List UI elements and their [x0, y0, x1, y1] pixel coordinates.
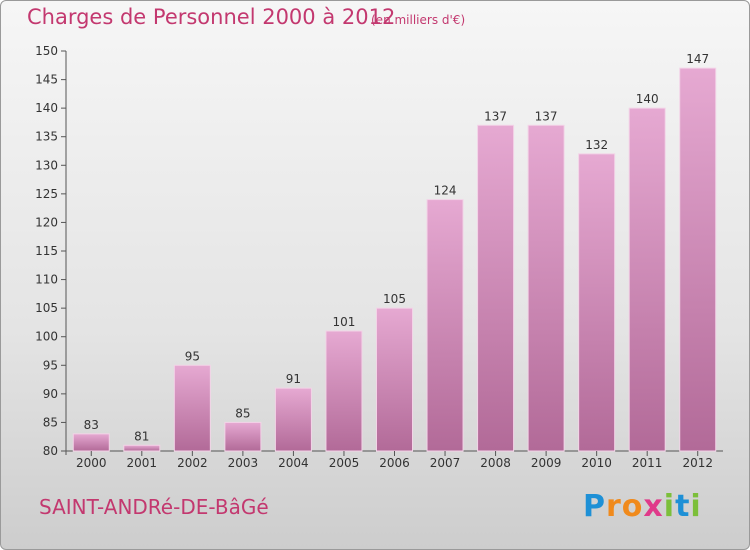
data-label: 132: [585, 138, 608, 152]
data-label: 147: [686, 52, 709, 66]
x-tick-label: 2001: [127, 456, 158, 470]
data-label: 85: [235, 406, 250, 420]
y-tick-label: 85: [43, 415, 58, 429]
commune-name: SAINT-ANDRé-DE-BâGé: [39, 495, 269, 519]
chart-title: Charges de Personnel 2000 à 2012: [27, 5, 396, 29]
data-label: 137: [535, 109, 558, 123]
bars: 83 81 95 85 91 101 105 124 137 137 132 140 147: [72, 52, 717, 452]
bar-2000: [72, 433, 110, 452]
bar-2008: [477, 124, 515, 452]
y-tick-label: 90: [43, 387, 58, 401]
y-tick-label: 145: [35, 73, 58, 87]
x-tick-label: 2009: [531, 456, 562, 470]
bar-2004: [274, 387, 312, 452]
y-tick-label: 130: [35, 158, 58, 172]
data-label: 83: [84, 418, 99, 432]
bar-2011: [628, 107, 666, 452]
y-axis: 80 85 90 95 100 105 110 115 120 125 130 135 140 145 15…: [35, 44, 723, 458]
x-tick-label: 2008: [480, 456, 511, 470]
bar-2006: [376, 307, 413, 452]
y-tick-label: 135: [35, 130, 58, 144]
x-axis: 2000 2001 2002 2003 2004 2005 2006 2007 2008 2009…: [76, 451, 713, 470]
bar-2001: [123, 444, 161, 452]
data-label: 101: [333, 315, 356, 329]
y-tick-label: 120: [35, 215, 58, 229]
logo-letter: i: [690, 489, 702, 524]
bar-2010: [578, 153, 616, 452]
bar-2002: [173, 364, 211, 452]
logo-letter: x: [643, 489, 664, 524]
x-tick-label: 2003: [228, 456, 259, 470]
y-tick-label: 80: [43, 444, 58, 458]
chart-subtitle: (en milliers d'€): [371, 13, 466, 27]
y-tick-label: 95: [43, 358, 58, 372]
data-label: 124: [434, 184, 457, 198]
y-tick-label: 105: [35, 301, 58, 315]
proxiti-logo[interactable]: Proxiti: [583, 489, 702, 524]
bar-2009: [527, 124, 565, 452]
logo-letter: o: [621, 489, 644, 524]
y-tick-label: 100: [35, 330, 58, 344]
x-tick-label: 2007: [430, 456, 461, 470]
bar-2005: [325, 330, 363, 452]
y-tick-label: 125: [35, 187, 58, 201]
x-tick-label: 2012: [682, 456, 713, 470]
data-label: 81: [134, 429, 149, 443]
x-tick-label: 2004: [278, 456, 309, 470]
bar-2012: [679, 67, 717, 452]
logo-letter: r: [606, 489, 622, 524]
y-tick-label: 115: [35, 244, 58, 258]
y-tick-label: 150: [35, 44, 58, 58]
x-tick-label: 2010: [581, 456, 612, 470]
x-tick-label: 2006: [379, 456, 410, 470]
bar-2003: [224, 421, 262, 452]
y-tick-label: 110: [35, 273, 58, 287]
data-label: 105: [383, 292, 406, 306]
logo-letter: i: [663, 489, 676, 524]
data-label: 91: [286, 372, 301, 386]
data-label: 137: [484, 109, 507, 123]
data-label: 140: [636, 92, 659, 106]
x-tick-label: 2005: [329, 456, 360, 470]
bar-2007: [426, 199, 464, 452]
x-tick-label: 2000: [76, 456, 107, 470]
x-tick-label: 2011: [632, 456, 663, 470]
logo-letter: P: [583, 489, 606, 524]
y-tick-label: 140: [35, 101, 58, 115]
x-tick-label: 2002: [177, 456, 208, 470]
data-label: 95: [185, 349, 200, 363]
logo-letter: t: [675, 489, 691, 524]
